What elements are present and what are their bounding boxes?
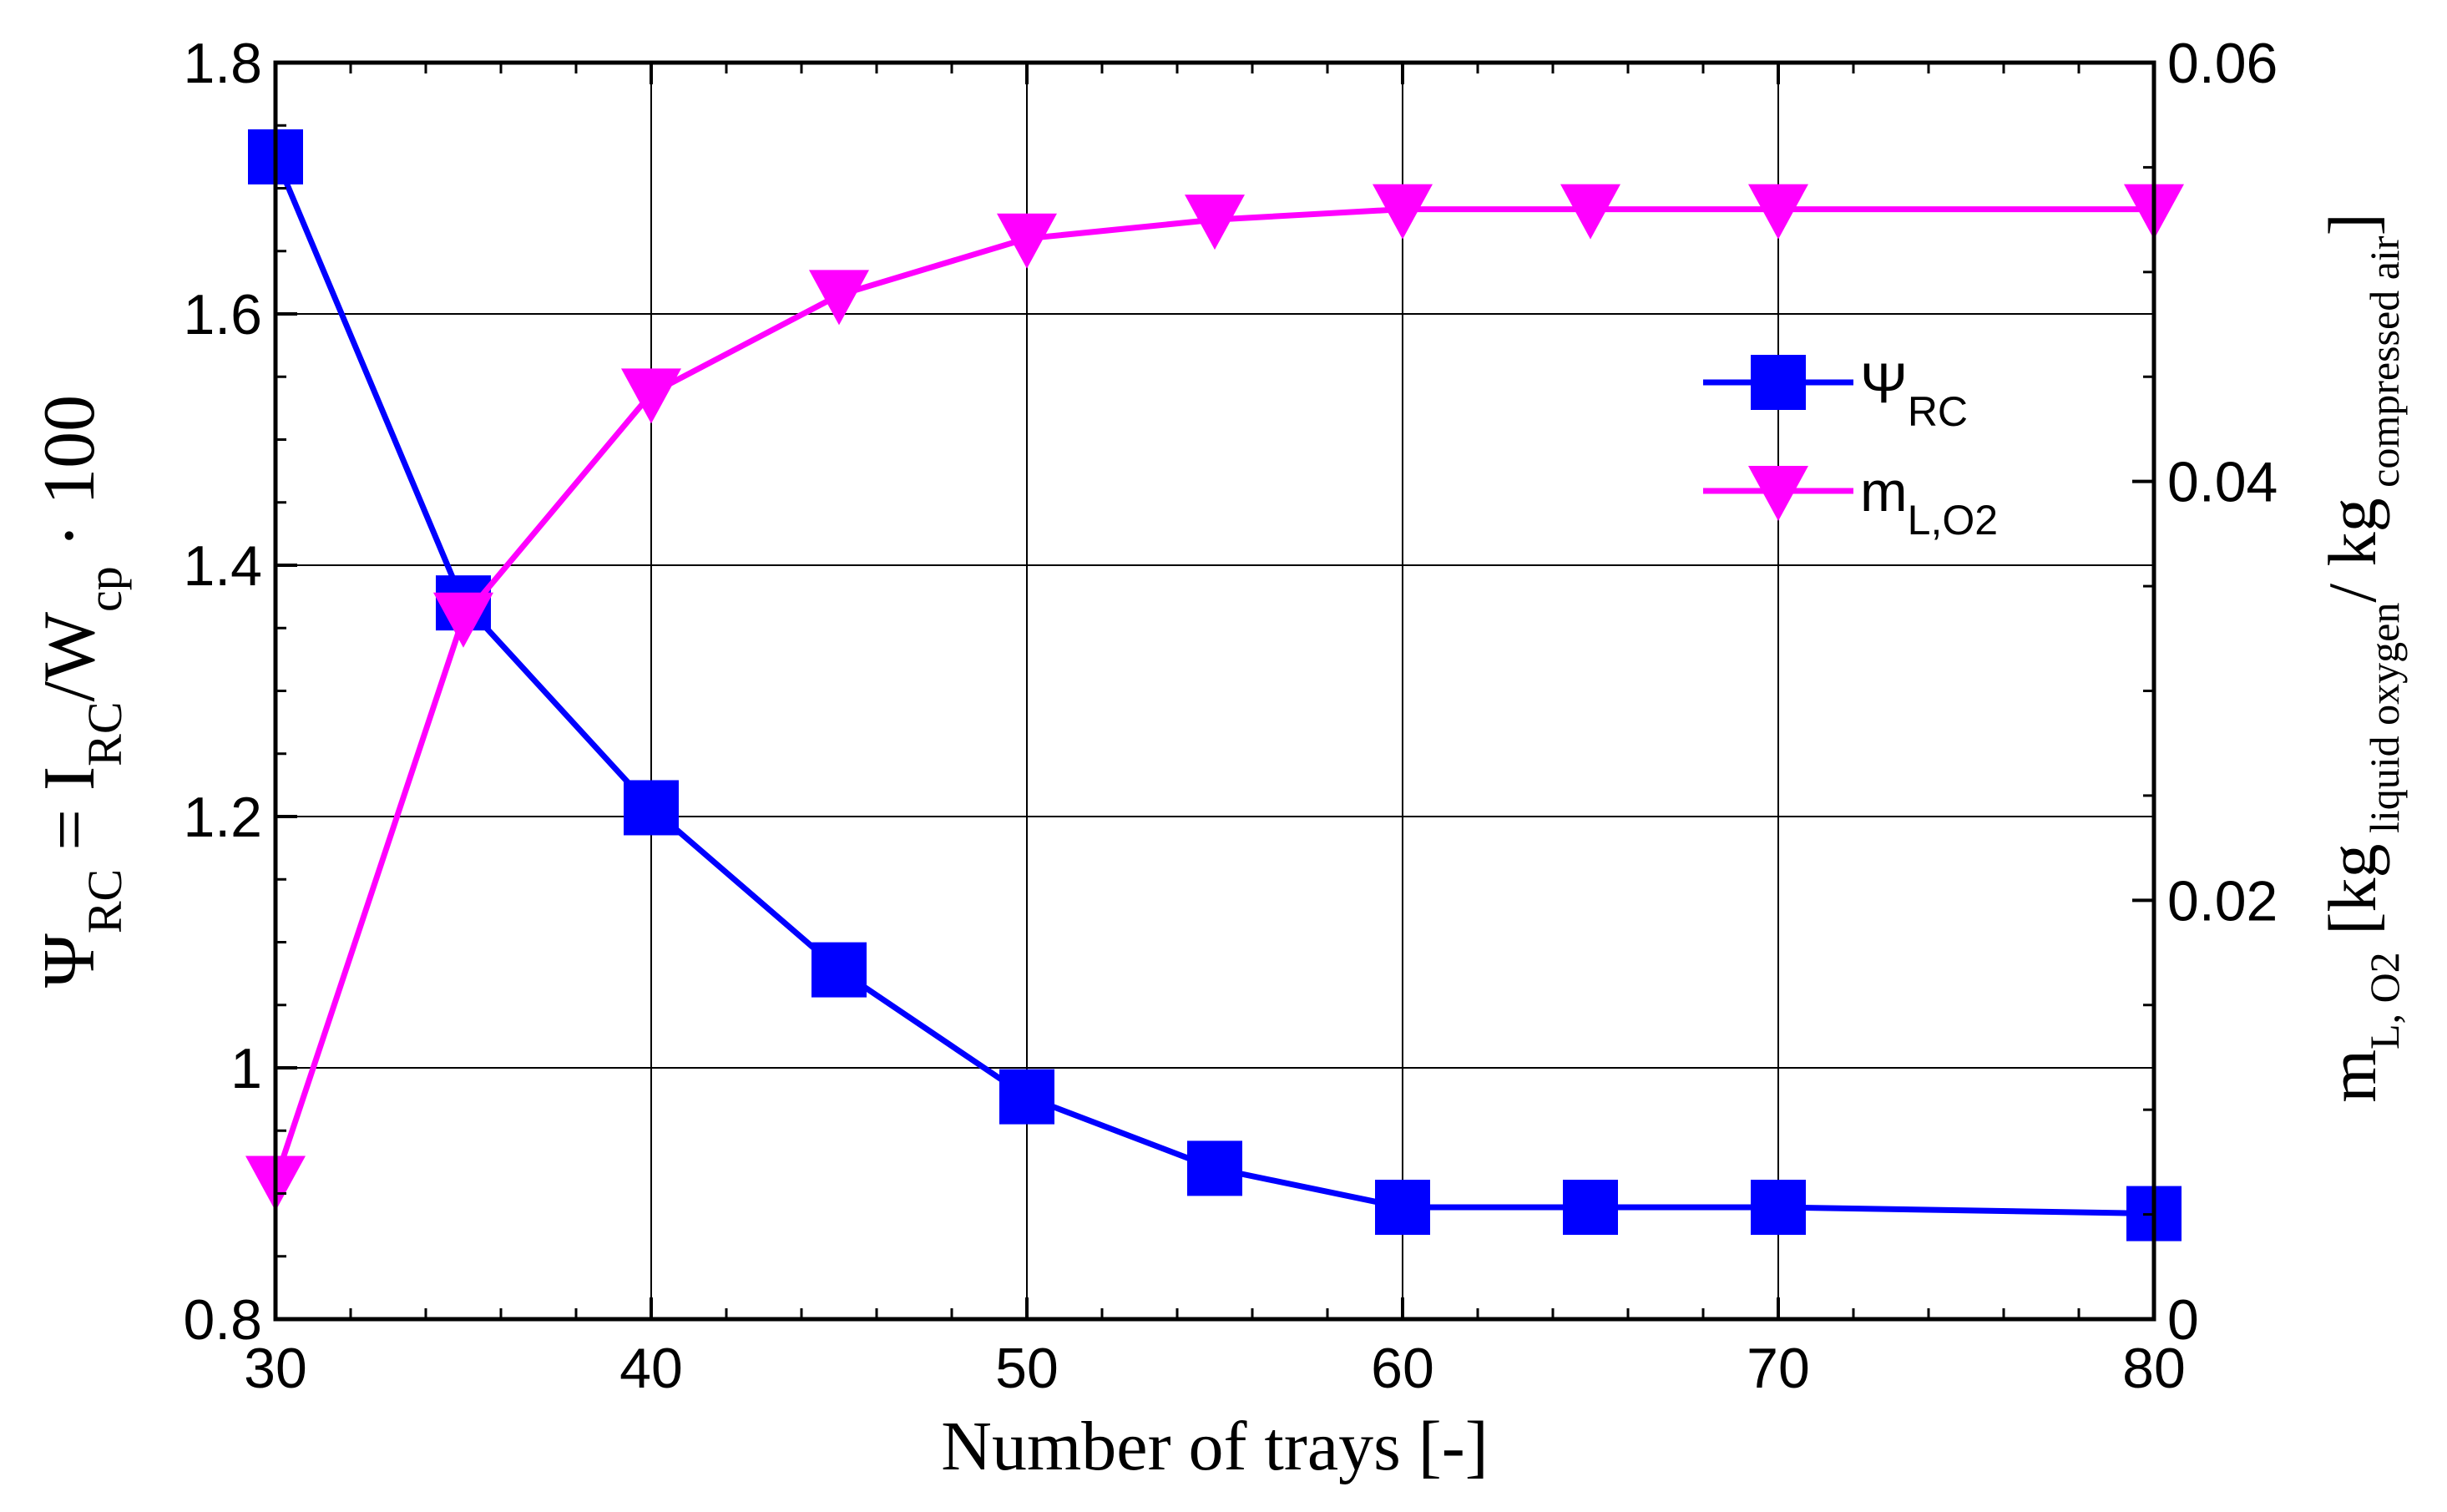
data-point [1375, 1180, 1430, 1236]
x-tick-label: 60 [1371, 1337, 1434, 1400]
legend-item: mL,O2 [1703, 460, 1998, 544]
series-layer [245, 129, 2184, 1241]
ticks [274, 61, 2156, 1321]
y-left-tick-label: 1.4 [183, 534, 262, 598]
y-right-tick-label: 0.02 [2167, 869, 2278, 933]
data-point [624, 780, 679, 836]
legend: ΨRC mL,O2 [1703, 351, 1998, 544]
y-axis-right-title: mL, O2 [kg liquid oxygen/ kg compressed … [2314, 213, 2408, 1103]
x-tick-label: 80 [2122, 1337, 2186, 1400]
legend-label: ΨRC [1860, 351, 1968, 435]
y-left-tick-label: 1.6 [183, 283, 262, 346]
y-left-tick-label: 1.2 [183, 786, 262, 849]
tick-labels: 30 40 50 60 70 80 0.8 1 1.2 1.4 1.6 1.8 0 0.02 0.04 0.0… [183, 32, 2278, 1400]
data-point [1748, 184, 1808, 240]
x-tick-label: 50 [995, 1337, 1059, 1400]
y-right-tick-label: 0 [2167, 1288, 2199, 1352]
grid [276, 63, 2154, 1319]
series-psi-rc [248, 129, 2182, 1241]
x-axis-title: Number of trays [-] [941, 1408, 1488, 1485]
x-tick-label: 40 [619, 1337, 683, 1400]
data-point [1373, 184, 1433, 240]
y-left-tick-label: 0.8 [183, 1288, 262, 1352]
legend-item: ΨRC [1703, 351, 1968, 435]
data-point [433, 592, 493, 648]
series-line [272, 155, 2155, 1217]
legend-marker [1751, 355, 1806, 410]
legend-marker [1748, 466, 1808, 521]
data-point [999, 1069, 1054, 1125]
y-left-tick-label: 1.8 [183, 32, 262, 95]
data-point [1751, 1180, 1806, 1236]
series-m-l-o2 [245, 184, 2184, 1211]
data-point [811, 942, 867, 998]
y-left-tick-label: 1 [230, 1037, 262, 1100]
data-point [1187, 1140, 1242, 1196]
data-point [1185, 195, 1245, 250]
plot-frame [273, 60, 2156, 1322]
data-point [997, 213, 1057, 269]
data-point [1560, 184, 1620, 240]
series-line [272, 206, 2154, 1182]
data-point [1563, 1180, 1618, 1236]
x-tick-label: 30 [244, 1337, 307, 1400]
data-point [809, 270, 869, 326]
y-axis-left-title: ΨRC = IRC/Wcp · 100 [29, 395, 132, 988]
y-right-tick-label: 0.04 [2167, 451, 2278, 514]
x-tick-label: 70 [1747, 1337, 1810, 1400]
data-point [621, 368, 681, 424]
legend-label: mL,O2 [1860, 460, 1998, 544]
y-right-tick-label: 0.06 [2167, 32, 2278, 95]
